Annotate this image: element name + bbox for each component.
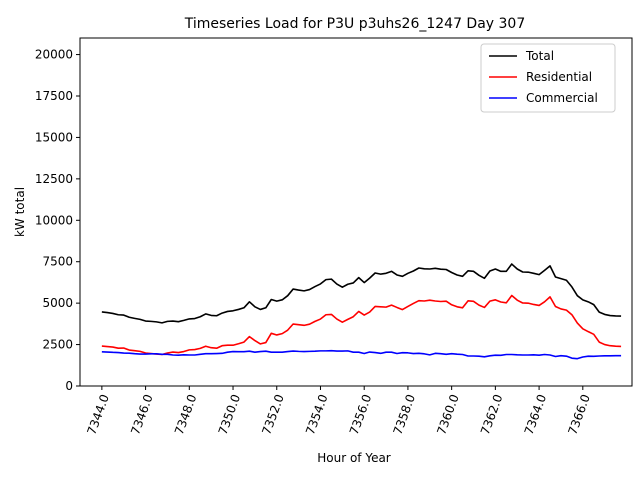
y-tick-label: 10000 [35, 213, 73, 227]
y-tick-label: 0 [65, 379, 73, 393]
y-tick-label: 2500 [42, 338, 73, 352]
y-axis-label: kW total [13, 187, 27, 237]
series-line-commercial [101, 349, 622, 360]
legend-label-residential: Residential [526, 70, 592, 84]
y-tick-label: 20000 [35, 48, 73, 62]
chart-title: Timeseries Load for P3U p3uhs26_1247 Day… [184, 16, 526, 32]
legend: Total Residential Commercial [480, 43, 616, 113]
legend-box [480, 43, 616, 113]
y-tick-label: 15000 [35, 130, 73, 144]
y-tick-label: 17500 [35, 89, 73, 103]
legend-label-commercial: Commercial [526, 91, 598, 105]
y-tick-label: 12500 [35, 172, 73, 186]
y-tick-label: 7500 [42, 255, 73, 269]
series-line-residential [101, 294, 622, 356]
x-axis-label: Hour of Year [317, 451, 391, 465]
series-line-total [101, 263, 622, 324]
legend-label-total: Total [525, 49, 554, 63]
y-tick-label: 5000 [42, 296, 73, 310]
plot-frame [79, 37, 633, 387]
